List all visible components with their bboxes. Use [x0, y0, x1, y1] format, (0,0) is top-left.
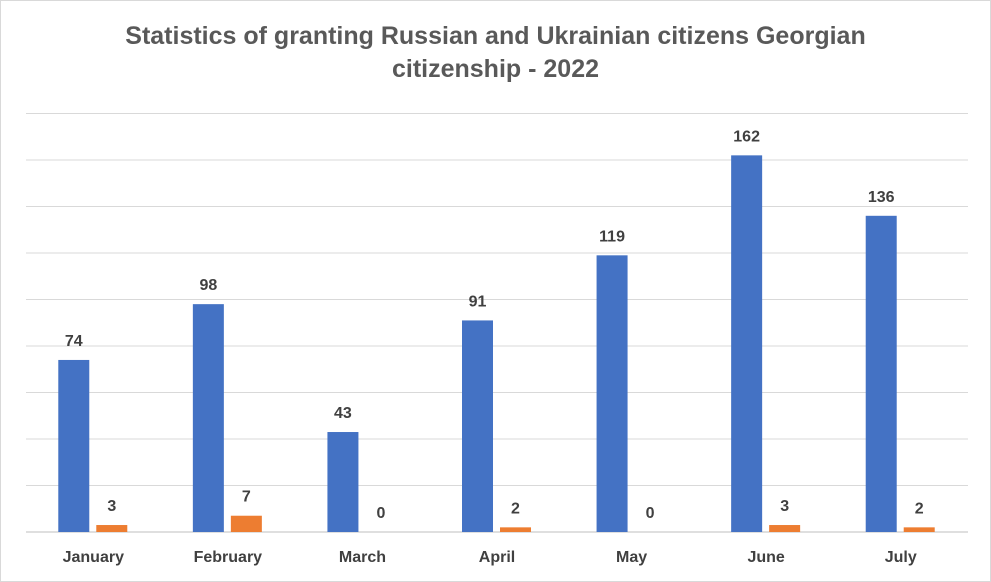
- x-tick-label: June: [747, 549, 784, 566]
- data-label: 7: [242, 489, 251, 506]
- x-tick-label: May: [616, 549, 647, 566]
- chart-title-line-2: citizenship - 2022: [391, 55, 600, 83]
- data-label: 91: [469, 293, 487, 310]
- data-label: 3: [107, 498, 116, 515]
- bar-russian-january: [58, 359, 90, 532]
- bar-russian-june: [731, 155, 763, 532]
- bar-ukrainian-june: [769, 525, 801, 532]
- chart-title-line-1: Statistics of granting Russian and Ukrai…: [125, 22, 866, 50]
- x-tick-label: July: [885, 549, 917, 566]
- bar-ukrainian-july: [903, 527, 935, 532]
- data-label: 162: [733, 128, 760, 145]
- bar-russian-july: [865, 215, 897, 533]
- bar-ukrainian-february: [230, 515, 262, 532]
- data-label: 136: [868, 189, 895, 206]
- data-label: 2: [511, 500, 520, 517]
- bar-ukrainian-january: [96, 525, 128, 532]
- x-tick-label: April: [479, 549, 515, 566]
- bar-russian-april: [462, 320, 493, 532]
- bar-russian-march: [327, 432, 359, 532]
- data-label: 2: [915, 500, 924, 517]
- x-tick-label: January: [63, 549, 124, 566]
- x-tick-label: March: [339, 549, 386, 566]
- data-label: 0: [376, 505, 385, 522]
- bar-ukrainian-april: [500, 527, 531, 532]
- bar-russian-may: [596, 255, 628, 532]
- bar-russian-february: [192, 304, 224, 532]
- data-label: 43: [334, 405, 352, 422]
- data-label: 3: [780, 498, 789, 515]
- x-tick-label: February: [194, 549, 263, 566]
- data-label: 0: [646, 505, 655, 522]
- chart-title: Statistics of granting Russian and Ukrai…: [0, 20, 991, 86]
- data-label: 98: [199, 277, 217, 294]
- data-label: 74: [65, 333, 83, 350]
- data-label: 119: [599, 228, 625, 245]
